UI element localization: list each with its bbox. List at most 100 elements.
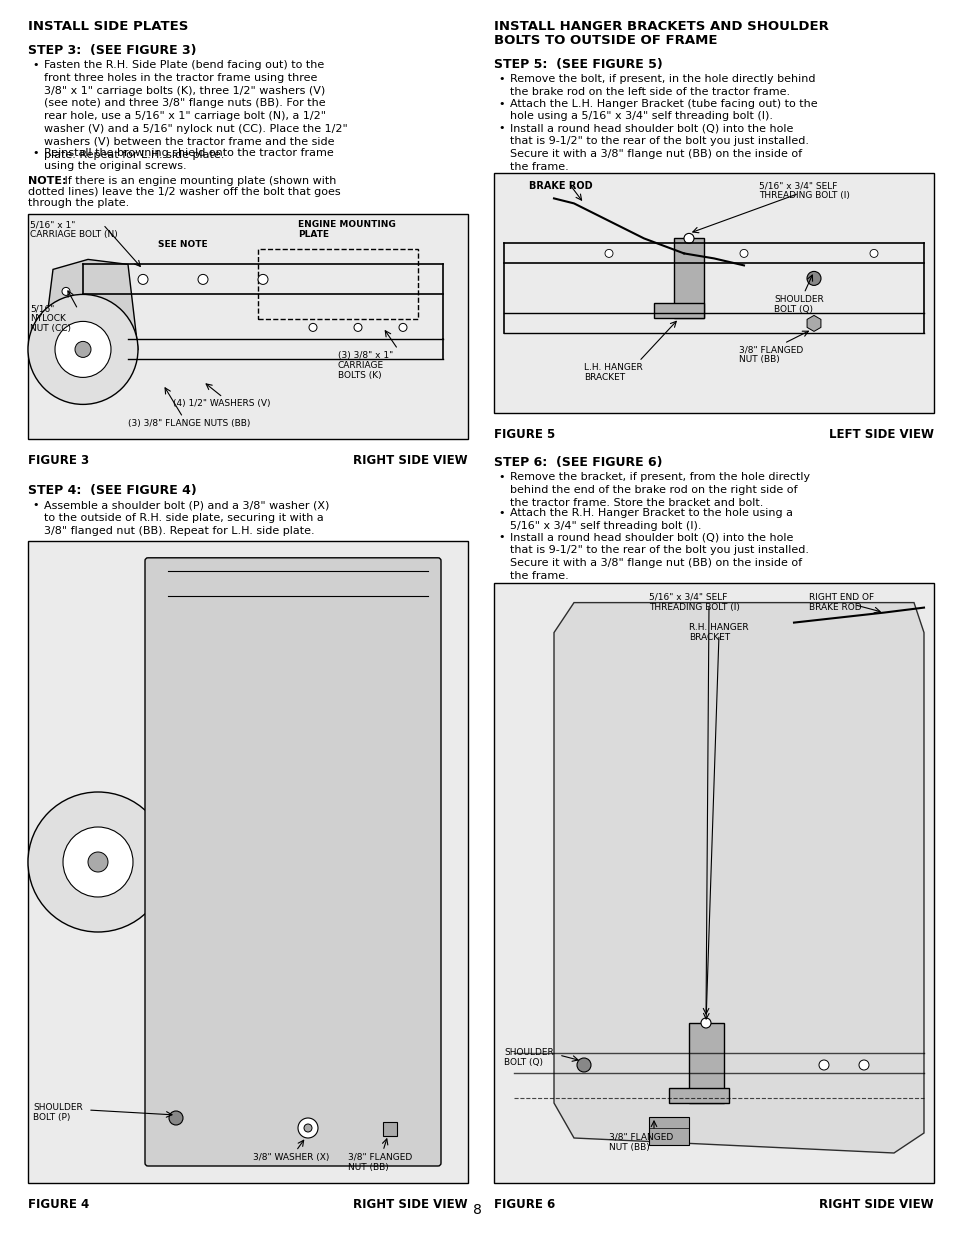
Circle shape: [577, 1058, 590, 1072]
Text: BOLTS (K): BOLTS (K): [337, 372, 381, 380]
Text: through the plate.: through the plate.: [28, 198, 129, 207]
Text: •: •: [497, 508, 504, 517]
Text: NUT (BB): NUT (BB): [608, 1144, 649, 1152]
Circle shape: [740, 249, 747, 257]
Text: STEP 3:  (SEE FIGURE 3): STEP 3: (SEE FIGURE 3): [28, 44, 196, 57]
Circle shape: [869, 249, 877, 257]
Bar: [494, 583, 933, 1183]
Text: INSTALL SIDE PLATES: INSTALL SIDE PLATES: [28, 20, 188, 33]
Polygon shape: [48, 259, 138, 384]
Circle shape: [198, 274, 208, 284]
Circle shape: [28, 294, 138, 404]
Text: (3) 3/8" FLANGE NUTS (BB): (3) 3/8" FLANGE NUTS (BB): [128, 420, 250, 429]
Text: SHOULDER: SHOULDER: [503, 1049, 553, 1057]
Text: INSTALL HANGER BRACKETS AND SHOULDER: INSTALL HANGER BRACKETS AND SHOULDER: [494, 20, 828, 33]
Text: 3/8" FLANGED: 3/8" FLANGED: [348, 1153, 412, 1162]
Circle shape: [683, 233, 693, 243]
Text: FIGURE 5: FIGURE 5: [494, 429, 555, 441]
FancyBboxPatch shape: [145, 558, 440, 1166]
Text: (3) 3/8" x 1": (3) 3/8" x 1": [337, 352, 393, 361]
Circle shape: [75, 341, 91, 357]
Polygon shape: [554, 603, 923, 1153]
Text: •: •: [497, 532, 504, 542]
Circle shape: [818, 1060, 828, 1070]
Text: STEP 6:  (SEE FIGURE 6): STEP 6: (SEE FIGURE 6): [494, 457, 661, 469]
Text: Install a round head shoulder bolt (Q) into the hole
that is 9-1/2" to the rear : Install a round head shoulder bolt (Q) i…: [510, 124, 808, 172]
Text: THREADING BOLT (I): THREADING BOLT (I): [759, 191, 849, 200]
Text: 5/16" x 3/4" SELF: 5/16" x 3/4" SELF: [648, 593, 726, 601]
Text: RIGHT SIDE VIEW: RIGHT SIDE VIEW: [353, 1198, 468, 1212]
Circle shape: [398, 324, 407, 331]
Bar: [668, 1088, 728, 1103]
Text: FIGURE 6: FIGURE 6: [494, 1198, 555, 1212]
Text: BOLT (Q): BOLT (Q): [503, 1058, 542, 1067]
Text: BOLT (Q): BOLT (Q): [773, 305, 812, 315]
Text: CARRIAGE BOLT (N): CARRIAGE BOLT (N): [30, 231, 117, 240]
Bar: [28, 215, 468, 440]
Text: CARRIAGE: CARRIAGE: [337, 362, 384, 370]
Text: BRACKET: BRACKET: [583, 373, 624, 383]
Text: BRAKE ROD: BRAKE ROD: [808, 603, 861, 611]
Circle shape: [62, 288, 70, 295]
Text: L.H. HANGER: L.H. HANGER: [583, 363, 642, 373]
Circle shape: [88, 852, 108, 872]
Circle shape: [63, 827, 132, 897]
Text: Assemble a shoulder bolt (P) and a 3/8" washer (X)
to the outside of R.H. side p: Assemble a shoulder bolt (P) and a 3/8" …: [44, 500, 329, 536]
Bar: [257, 249, 417, 320]
Text: STEP 5:  (SEE FIGURE 5): STEP 5: (SEE FIGURE 5): [494, 58, 662, 70]
Circle shape: [604, 249, 613, 257]
Text: BOLTS TO OUTSIDE OF FRAME: BOLTS TO OUTSIDE OF FRAME: [494, 35, 717, 47]
Text: RIGHT SIDE VIEW: RIGHT SIDE VIEW: [353, 454, 468, 467]
Text: (4) 1/2" WASHERS (V): (4) 1/2" WASHERS (V): [172, 399, 271, 409]
Circle shape: [55, 321, 111, 378]
Text: RIGHT END OF: RIGHT END OF: [808, 593, 873, 601]
Bar: [688, 1023, 723, 1103]
Text: Remove the bracket, if present, from the hole directly
behind the end of the bra: Remove the bracket, if present, from the…: [510, 473, 809, 508]
Text: NOTE:: NOTE:: [28, 177, 67, 186]
Text: Fasten the R.H. Side Plate (bend facing out) to the
front three holes in the tra: Fasten the R.H. Side Plate (bend facing …: [44, 61, 348, 159]
Bar: [494, 173, 933, 414]
Text: 3/8" FLANGED: 3/8" FLANGED: [739, 346, 802, 354]
Circle shape: [354, 324, 361, 331]
Text: Remove the bolt, if present, in the hole directly behind
the brake rod on the le: Remove the bolt, if present, in the hole…: [510, 74, 815, 96]
Text: RIGHT SIDE VIEW: RIGHT SIDE VIEW: [819, 1198, 933, 1212]
Text: 5/16" x 3/4" SELF: 5/16" x 3/4" SELF: [759, 182, 837, 190]
Bar: [382, 1123, 396, 1136]
Text: •: •: [32, 61, 38, 70]
Text: 5/16": 5/16": [30, 304, 54, 314]
Text: •: •: [497, 99, 504, 109]
Text: NUT (BB): NUT (BB): [348, 1163, 388, 1172]
Text: •: •: [497, 473, 504, 483]
Text: dotted lines) leave the 1/2 washer off the bolt that goes: dotted lines) leave the 1/2 washer off t…: [28, 186, 340, 196]
Text: 5/16" x 1": 5/16" x 1": [30, 220, 75, 230]
Text: BOLT (P): BOLT (P): [33, 1113, 71, 1123]
Text: 3/8" WASHER (X): 3/8" WASHER (X): [253, 1153, 329, 1162]
Text: STEP 4:  (SEE FIGURE 4): STEP 4: (SEE FIGURE 4): [28, 484, 196, 498]
Circle shape: [806, 272, 821, 285]
Text: BRAKE ROD: BRAKE ROD: [529, 182, 592, 191]
Text: NUT (CC): NUT (CC): [30, 325, 71, 333]
Text: Attach the L.H. Hanger Bracket (tube facing out) to the
hole using a 5/16" x 3/4: Attach the L.H. Hanger Bracket (tube fac…: [510, 99, 817, 121]
Bar: [673, 238, 703, 319]
Text: •: •: [32, 500, 38, 510]
Circle shape: [297, 1118, 317, 1137]
Circle shape: [169, 1112, 183, 1125]
Circle shape: [138, 274, 148, 284]
Text: LEFT SIDE VIEW: LEFT SIDE VIEW: [828, 429, 933, 441]
Text: ENGINE MOUNTING: ENGINE MOUNTING: [297, 220, 395, 230]
Circle shape: [700, 1018, 710, 1028]
Text: •: •: [32, 148, 38, 158]
Text: 3/8" FLANGED: 3/8" FLANGED: [608, 1132, 673, 1142]
Bar: [28, 541, 468, 1183]
Text: Install a round head shoulder bolt (Q) into the hole
that is 9-1/2" to the rear : Install a round head shoulder bolt (Q) i…: [510, 532, 808, 580]
Text: SEE NOTE: SEE NOTE: [158, 241, 208, 249]
Text: PLATE: PLATE: [297, 231, 329, 240]
Circle shape: [304, 1124, 312, 1132]
Circle shape: [257, 274, 268, 284]
Text: Attach the R.H. Hanger Bracket to the hole using a
5/16" x 3/4" self threading b: Attach the R.H. Hanger Bracket to the ho…: [510, 508, 792, 531]
Text: BRACKET: BRACKET: [688, 632, 729, 642]
Circle shape: [858, 1060, 868, 1070]
Text: NYLOCK: NYLOCK: [30, 315, 66, 324]
Text: 8: 8: [472, 1203, 481, 1216]
Text: SHOULDER: SHOULDER: [33, 1103, 83, 1112]
